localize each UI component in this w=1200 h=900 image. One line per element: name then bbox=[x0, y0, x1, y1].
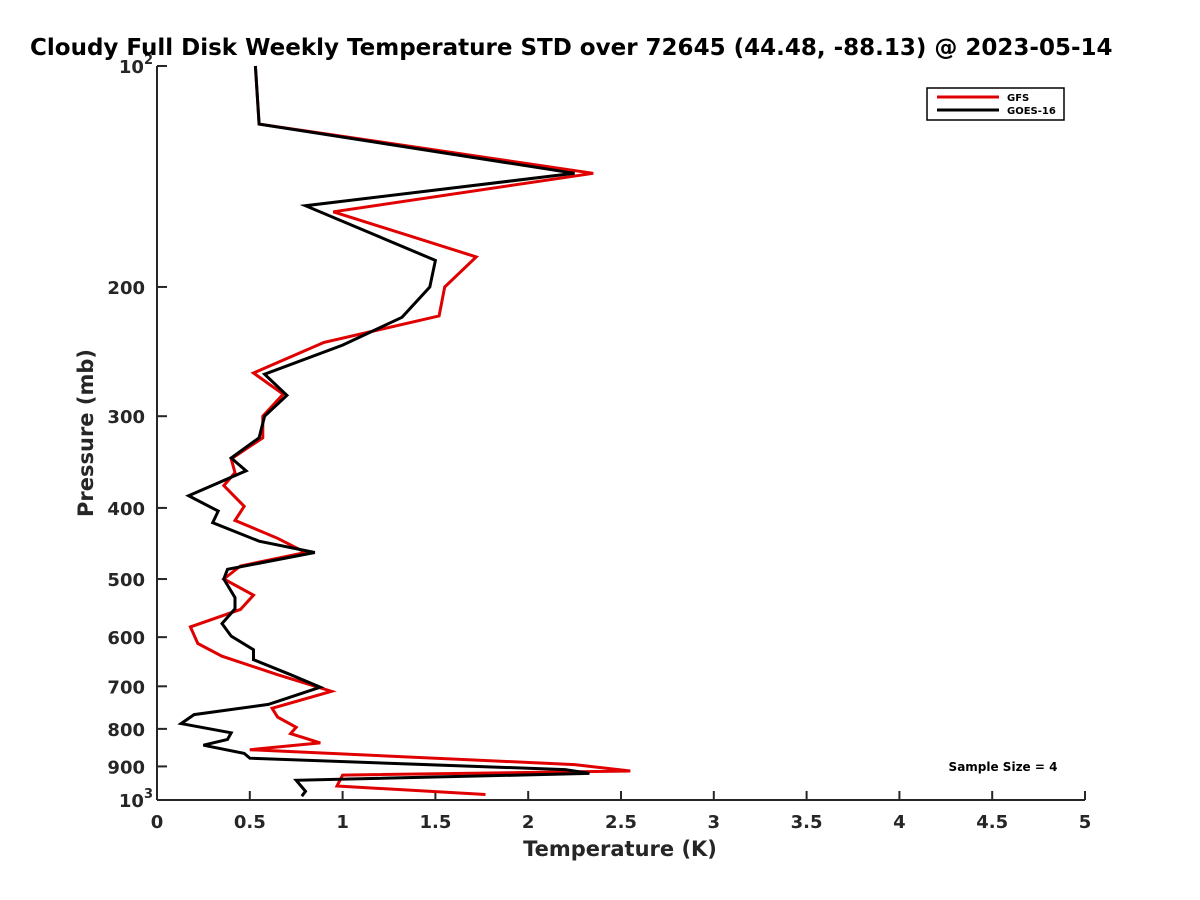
y-axis-title: Pressure (mb) bbox=[74, 349, 98, 517]
x-tick-label: 5 bbox=[1079, 812, 1092, 833]
x-tick-label: 1.5 bbox=[419, 812, 451, 833]
x-axis-title: Temperature (K) bbox=[523, 837, 717, 861]
series-lines bbox=[177, 65, 631, 798]
legend-label: GFS bbox=[1007, 93, 1029, 104]
y-tick-label: 900 bbox=[107, 757, 145, 778]
y-tick-label: 500 bbox=[107, 570, 145, 591]
sample-size-annotation: Sample Size = 4 bbox=[949, 760, 1058, 774]
y-tick-label: 800 bbox=[107, 720, 145, 741]
x-tick-label: 2.5 bbox=[605, 812, 637, 833]
axes: 0 0.5 1 1.5 2 2.5 3 3.5 4 4.5 5 102 200 300 400 500 600 7… bbox=[107, 53, 1091, 833]
x-tick-label: 4 bbox=[893, 812, 906, 833]
legend-box bbox=[926, 87, 1065, 121]
x-tick-label: 3.5 bbox=[791, 812, 823, 833]
x-tick-label: 1 bbox=[336, 812, 349, 833]
y-tick-label: 102 bbox=[119, 53, 153, 78]
x-tick-label: 2 bbox=[522, 812, 535, 833]
x-tick-label: 0 bbox=[151, 812, 164, 833]
y-tick-label: 200 bbox=[107, 278, 145, 299]
y-tick-label: 103 bbox=[119, 787, 153, 812]
x-tick-label: 4.5 bbox=[976, 812, 1008, 833]
y-tick-label: 600 bbox=[107, 628, 145, 649]
x-tick-label: 0.5 bbox=[234, 812, 266, 833]
series-line-goes-16 bbox=[177, 65, 590, 798]
x-tick-label: 3 bbox=[708, 812, 721, 833]
chart-title: Cloudy Full Disk Weekly Temperature STD … bbox=[30, 35, 1113, 61]
y-tick-label: 700 bbox=[107, 677, 145, 698]
legend: GFS GOES-16 bbox=[926, 87, 1065, 121]
y-tick-label: 300 bbox=[107, 407, 145, 428]
y-tick-label: 400 bbox=[107, 499, 145, 520]
legend-label: GOES-16 bbox=[1007, 106, 1056, 117]
